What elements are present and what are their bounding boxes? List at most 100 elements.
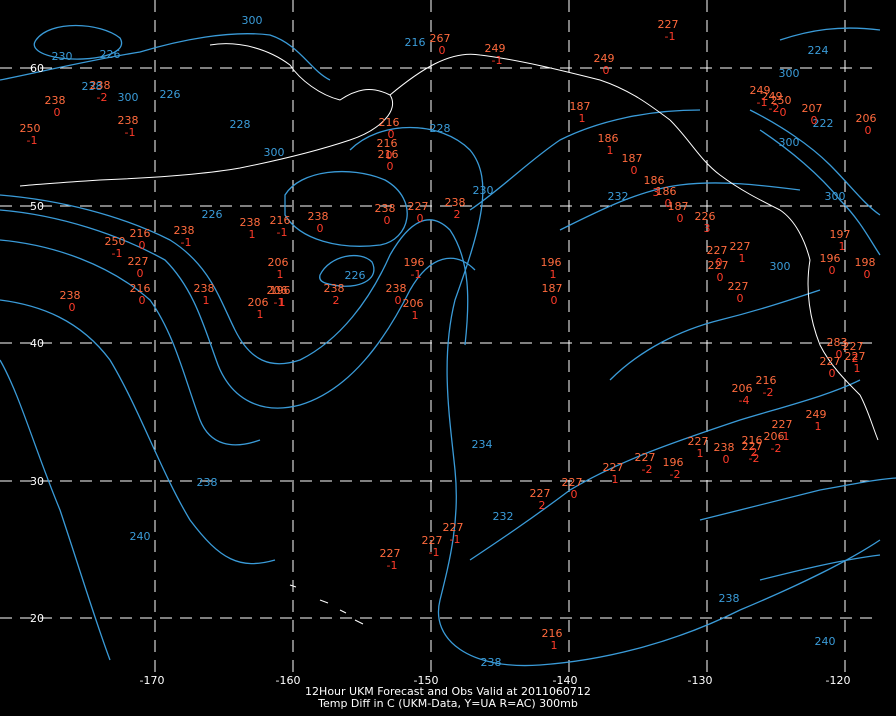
observation-value: 216	[742, 434, 763, 447]
observation-station: 216-1	[270, 214, 291, 239]
observation-value: 187	[542, 282, 563, 295]
observation-value: 216	[130, 227, 151, 240]
observation-diff: 0	[677, 212, 684, 225]
observation-diff: 0	[571, 488, 578, 501]
caption-line-1: 12Hour UKM Forecast and Obs Valid at 201…	[305, 685, 591, 698]
alaska-coastline	[19, 43, 393, 187]
observation-diff: 1	[839, 240, 846, 253]
observation-station: 227-1	[380, 547, 401, 572]
observation-value: 227	[820, 355, 841, 368]
observation-diff: -1	[274, 296, 285, 309]
contour-line	[0, 299, 276, 565]
contour-value-label: 234	[472, 438, 493, 451]
coastlines	[19, 43, 879, 625]
contour-line	[0, 239, 261, 446]
contour-line	[469, 109, 701, 211]
alaska-gulf-coastline	[389, 53, 671, 121]
observation-value: 238	[118, 114, 139, 127]
contour-line	[33, 24, 123, 60]
observation-value: 227	[843, 340, 864, 353]
axis-labels: -170 -160 -150 -140 -130 -120 60 50 40 3…	[30, 62, 850, 687]
observation-value: 216	[542, 627, 563, 640]
observation-diff: 0	[395, 294, 402, 307]
observation-diff: 1	[203, 294, 210, 307]
observation-value: 227	[530, 487, 551, 500]
observation-value: 186	[656, 185, 677, 198]
contour-value-label: 232	[608, 190, 629, 203]
contour-value-label: 300	[779, 67, 800, 80]
contour-value-label: 226	[160, 88, 181, 101]
observation-diff: 2	[751, 446, 758, 459]
contour-value-label: 230	[473, 184, 494, 197]
contour-value-label: 226	[202, 208, 223, 221]
observation-value: 186	[598, 132, 619, 145]
observation-value: 238	[45, 94, 66, 107]
observation-diff: 0	[387, 160, 394, 173]
observation-diff: -1	[779, 430, 790, 443]
caption-line-2: Temp Diff in C (UKM-Data, Y=UA R=AC) 300…	[318, 697, 578, 710]
observation-station: 206-2	[764, 430, 785, 455]
observation-diff: -1	[411, 268, 422, 281]
observation-value: 238	[308, 210, 329, 223]
observation-diff: 1	[607, 144, 614, 157]
observation-diff: 0	[717, 271, 724, 284]
observation-diff: 0	[631, 164, 638, 177]
observation-value: 206	[764, 430, 785, 443]
observation-station: 249-1	[485, 42, 506, 67]
observation-value: 196	[820, 252, 841, 265]
observation-value: 250	[105, 235, 126, 248]
observation-diff: 0	[780, 106, 787, 119]
observation-diff: 1	[697, 447, 704, 460]
observation-diff: -1	[429, 546, 440, 559]
contour-value-label: 300	[118, 91, 139, 104]
observation-value: 216	[756, 374, 777, 387]
observation-diff: 0	[137, 267, 144, 280]
observation-value: 206	[732, 382, 753, 395]
us-west-coastline	[807, 259, 879, 441]
observation-value: 198	[855, 256, 876, 269]
contour-value-label: 222	[813, 117, 834, 130]
observation-diff: -2	[763, 386, 774, 399]
observation-diff: 0	[829, 264, 836, 277]
contour-value-label: 228	[430, 122, 451, 135]
observation-value: 196	[404, 256, 425, 269]
observation-value: 187	[622, 152, 643, 165]
height-contours	[0, 24, 896, 667]
contour-line	[609, 289, 821, 381]
observation-diff: 0	[386, 149, 393, 162]
observation-value: 250	[771, 94, 792, 107]
observation-diff: -1	[27, 134, 38, 147]
contour-value-label: 224	[808, 44, 829, 57]
contour-value-label: 226	[100, 48, 121, 61]
bc-coastline	[669, 119, 811, 261]
observation-diff: -1	[181, 236, 192, 249]
observation-value: 196	[541, 256, 562, 269]
observation-diff: -1	[665, 30, 676, 43]
observation-diff: 0	[811, 114, 818, 127]
observation-diff: -1	[450, 533, 461, 546]
observation-station: 249-2	[762, 90, 783, 115]
observation-station: 227-1	[772, 418, 793, 443]
lon-tick-label: -120	[826, 674, 851, 687]
lon-tick-label: -130	[688, 674, 713, 687]
contour-line	[284, 170, 408, 247]
